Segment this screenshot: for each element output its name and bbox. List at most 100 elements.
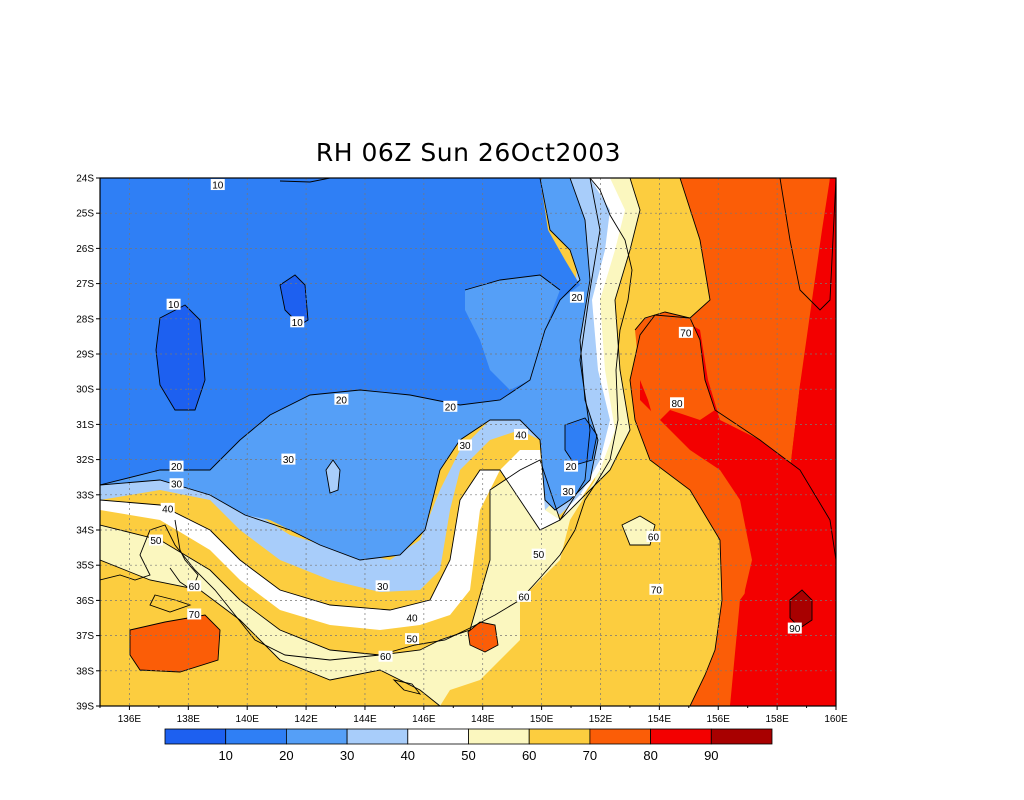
contour-label-bg [169, 460, 184, 472]
band-70-80-sw [130, 615, 220, 672]
colorbar-label: 40 [401, 748, 415, 763]
colorbar-swatch [650, 728, 712, 745]
contour-label: 30 [563, 487, 575, 498]
x-axis-ticks: 136E 138E 140E 142E 144E 146E 148E 150E 152E 154E… [99, 706, 848, 725]
contour-label: 40 [515, 430, 527, 441]
colorbar-swatch [468, 728, 530, 745]
contour-label-bg [646, 531, 661, 543]
y-tick-label: 30S [76, 385, 94, 396]
y-tick-label: 33S [76, 490, 94, 501]
contour-label: 70 [680, 328, 692, 339]
coastline [100, 178, 633, 695]
colorbar-label: 90 [704, 748, 718, 763]
y-tick-label: 37S [76, 631, 94, 642]
colorbar-label: 30 [340, 748, 354, 763]
colorbar-swatch [589, 728, 652, 745]
contour-label-bg [281, 453, 296, 465]
band-70-80-center [468, 622, 498, 652]
y-tick-label: 24S [76, 174, 94, 185]
contour-label: 50 [407, 635, 419, 646]
band-20-30-blob [565, 418, 597, 465]
contour-label: 50 [533, 550, 545, 561]
contour-label: 60 [380, 652, 392, 663]
band-20-30 [100, 178, 598, 560]
y-tick-label: 25S [76, 209, 94, 220]
colorbar-swatch [346, 728, 409, 745]
band-70-80-wedge [635, 312, 715, 425]
x-tick-label: 136E [118, 714, 142, 725]
contour-label-bg [787, 622, 802, 634]
colorbar-label: 80 [643, 748, 657, 763]
contour-label: 30 [171, 480, 183, 491]
y-tick-label: 26S [76, 244, 94, 255]
contour-label: 80 [671, 399, 683, 410]
contour-label: 60 [189, 582, 201, 593]
colorbar-swatch [710, 728, 773, 745]
x-tick-label: 140E [236, 714, 260, 725]
contour-label-bg [166, 298, 181, 310]
contour-label: 10 [292, 318, 304, 329]
contour-label: 40 [407, 614, 419, 625]
contour-label: 30 [459, 441, 471, 452]
band-10-20 [100, 178, 580, 485]
band-30-40-blob [326, 460, 340, 493]
contour-label: 10 [168, 300, 180, 311]
contour-label-bg [290, 316, 305, 328]
contour-label-bg [169, 478, 184, 490]
y-tick-label: 36S [76, 596, 94, 607]
contour-label: 50 [150, 536, 162, 547]
y-tick-label: 39S [76, 702, 94, 713]
x-tick-label: 154E [648, 714, 672, 725]
contour-label-bg [458, 439, 473, 451]
colorbar-swatch [164, 728, 227, 745]
band-20-30-inner [465, 275, 560, 390]
colorbar-label: 60 [522, 748, 536, 763]
colorbar: 10 20 30 40 50 60 70 80 90 [164, 728, 773, 763]
contour-label-bg [334, 393, 349, 405]
colorbar-swatch [225, 728, 287, 745]
contour-label: 70 [189, 610, 201, 621]
band-0-10-west [156, 305, 205, 410]
colorbar-label: 20 [279, 748, 293, 763]
contour-label-bg [160, 502, 175, 514]
contour-label: 90 [789, 624, 801, 635]
colorbar-label: 50 [461, 748, 475, 763]
contour-label: 10 [212, 181, 224, 192]
contour-label-bg [378, 650, 393, 662]
colorbar-swatch [407, 728, 469, 745]
contour-label: 60 [518, 592, 530, 603]
contour-label-bg [148, 534, 163, 546]
colorbar-swatch [285, 728, 348, 745]
y-tick-label: 31S [76, 420, 94, 431]
contour-label-bg [375, 580, 390, 592]
y-tick-label: 38S [76, 666, 94, 677]
contour-label-bg [405, 612, 420, 623]
contour-label-bg [187, 580, 202, 592]
x-tick-label: 142E [294, 714, 318, 725]
contour-label-bg [405, 633, 420, 645]
contour-label-bg [187, 608, 202, 620]
colorbar-label: 10 [218, 748, 232, 763]
contour-label: 20 [336, 395, 348, 406]
contour-label-bg [516, 590, 531, 602]
band-0-10-north [280, 275, 308, 325]
y-tick-label: 27S [76, 279, 94, 290]
plot-frame [99, 177, 837, 707]
x-tick-label: 150E [530, 714, 554, 725]
colorbar-swatch [528, 728, 591, 745]
contour-label: 30 [283, 455, 295, 466]
x-tick-label: 148E [471, 714, 495, 725]
band-50-60 [100, 178, 640, 706]
band-90-plus [790, 590, 812, 628]
contour-label-bg [561, 485, 576, 497]
contour-label: 70 [651, 585, 663, 596]
x-tick-label: 158E [765, 714, 789, 725]
contour-label: 20 [565, 462, 577, 473]
contour-label: 60 [648, 533, 660, 544]
contour-label: 20 [571, 293, 583, 304]
x-tick-label: 152E [589, 714, 613, 725]
x-tick-label: 144E [353, 714, 377, 725]
contour-label: 20 [445, 402, 457, 413]
map-title: RH 06Z Sun 26Oct2003 [315, 138, 622, 167]
